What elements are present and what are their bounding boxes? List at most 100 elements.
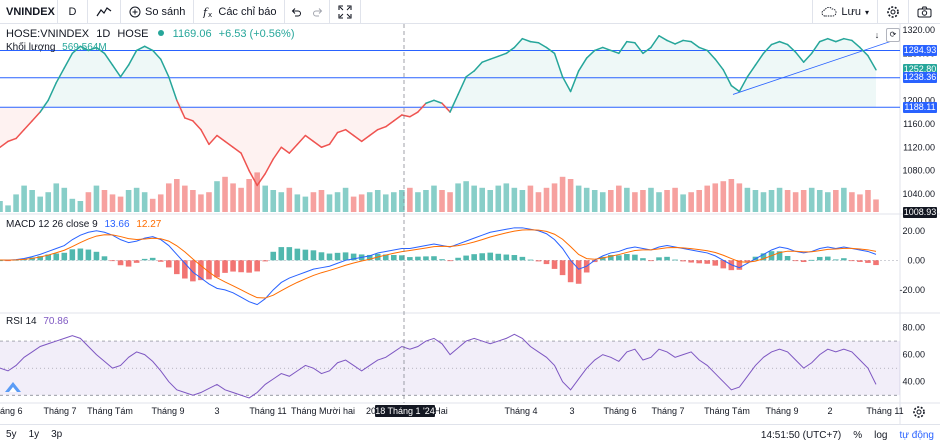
price-line-segment [336,128,347,134]
price-line-segment [738,76,749,93]
macd-histogram-bar [278,247,285,261]
percent-toggle[interactable]: % [853,429,863,441]
macd-histogram-bar [262,260,268,262]
volume-bar [624,187,630,212]
range-1y-button[interactable]: 1y [28,429,40,440]
volume-bar [318,190,325,212]
macd-histogram-bar [69,249,76,261]
macd-legend: MACD 12 26 close 9 13.66 12.27 [6,219,161,230]
macd-histogram-bar [624,253,630,261]
price-line-segment [465,70,475,78]
redo-icon [313,7,323,16]
price-line-segment [746,64,757,78]
price-line-segment [818,37,829,43]
macd-histogram-bar [720,260,727,269]
macd-value: 13.66 [104,219,130,230]
macd-label: MACD 12 26 close 9 [6,219,98,230]
time-axis-label: Tháng 11 [866,406,903,416]
price-line-segment [650,34,660,49]
clock[interactable]: 14:51:50 (UTC+7) [760,429,842,441]
auto-scale-toggle[interactable]: tự động [899,429,935,441]
log-toggle[interactable]: log [874,429,888,441]
tradingview-logo-icon[interactable] [4,380,22,394]
price-line-segment [754,52,765,66]
price-line-segment [577,57,588,72]
price-line-segment [602,46,612,52]
volume-bar [800,190,807,212]
time-axis-label: Tháng 6 [603,406,636,416]
legend-interval: 1D [96,28,111,40]
macd-histogram-bar [591,260,598,263]
price-line-segment [248,169,258,187]
macd-histogram-bar [559,260,566,276]
price-line-segment [425,99,435,104]
time-axis-label: Tháng 7 [651,406,684,416]
macd-histogram-bar [849,260,855,262]
price-line-segment [859,46,869,57]
price-line-segment [111,64,122,78]
fullscreen-button[interactable] [330,0,362,24]
macd-histogram-bar [688,260,694,263]
macd-histogram-bar [495,253,502,261]
volume-bar [382,194,389,212]
macd-histogram-bar [800,260,807,263]
chart-type-button[interactable] [88,0,121,24]
symbol-search-button[interactable]: VNINDEX [0,0,58,24]
macd-histogram-bar [816,256,823,261]
volume-bar [286,187,293,212]
interval-button[interactable]: D [58,0,88,24]
price-line-segment [690,40,700,49]
undo-icon [292,7,302,16]
price-tag: 1252.80 [903,63,937,75]
volume-bar [133,187,140,212]
volume-bar [222,176,228,212]
volume-bar [29,190,35,212]
price-line-segment [843,37,853,42]
axis-settings-button[interactable] [912,405,926,419]
macd-histogram-bar [463,255,469,261]
price-axis-label: 1120.00 [903,142,935,152]
undo-button[interactable] [285,0,307,24]
price-line-segment [730,84,741,93]
price-line-segment [208,134,218,146]
macd-histogram-bar [149,257,156,261]
reset-scale-button[interactable]: ⟳ [886,28,900,42]
volume-bar [21,185,27,212]
compare-button[interactable]: So sánh [121,0,195,24]
rsi-legend: RSI 14 70.86 [6,316,68,327]
volume-value: 569.564M [62,42,107,53]
volume-bar [816,190,823,212]
macd-histogram-bar [198,260,204,281]
price-line-segment [87,46,98,52]
symbol-legend: HOSE:VNINDEX 1D HOSE 1169.06 +6.53 (+0.5… [6,28,295,40]
time-axis-label: Tháng 6 [0,406,23,416]
volume-bar [728,179,735,212]
time-axis-label: 20 [366,406,376,416]
price-line-segment [127,49,138,66]
volume-bar [182,185,188,212]
macd-axis-label: 0.00 [907,255,925,265]
redo-button[interactable] [307,0,331,24]
price-line-segment [401,114,411,118]
macd-histogram-bar [415,256,421,261]
snapshot-button[interactable] [908,0,940,24]
scroll-down-button[interactable]: ↓ [874,30,880,40]
price-tag: 1238.36 [903,72,937,84]
save-button[interactable]: Lưu ▾ [812,0,877,24]
volume-bar [808,187,815,212]
volume-bar [190,190,196,212]
price-line-segment [521,37,532,43]
macd-histogram-bar [391,255,397,261]
range-5y-button[interactable]: 5y [6,429,17,440]
price-line-segment [786,43,797,53]
price-line-segment [529,40,540,44]
range-3p-button[interactable]: 3p [51,429,63,440]
macd-histogram-bar [455,257,461,261]
price-line-segment [119,64,130,78]
chevron-down-icon: ▾ [864,7,869,17]
price-line-segment [449,93,459,113]
settings-button[interactable] [877,0,908,24]
macd-signal-value: 12.27 [136,219,162,230]
